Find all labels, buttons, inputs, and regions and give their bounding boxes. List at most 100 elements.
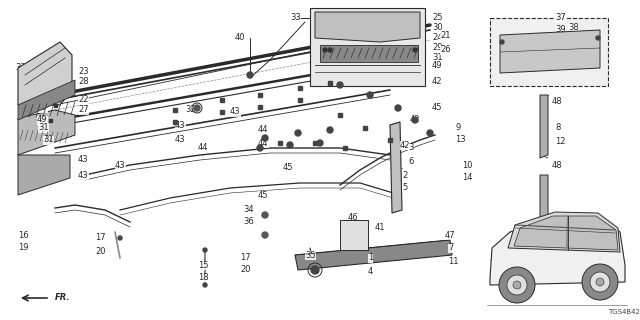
Text: 45: 45 <box>432 103 442 113</box>
Text: 43: 43 <box>78 171 88 180</box>
Text: 25: 25 <box>432 13 442 22</box>
Circle shape <box>118 236 122 240</box>
Text: 22: 22 <box>78 95 88 105</box>
Bar <box>388 138 392 142</box>
Text: 1: 1 <box>368 253 373 262</box>
Circle shape <box>499 267 535 303</box>
Text: 38: 38 <box>498 44 509 52</box>
Bar <box>220 110 224 114</box>
Text: 48: 48 <box>552 98 563 107</box>
Circle shape <box>596 36 600 40</box>
Text: 43: 43 <box>175 135 186 145</box>
Text: FR.: FR. <box>55 293 70 302</box>
Bar <box>328 81 332 85</box>
Text: 46: 46 <box>348 213 358 222</box>
Polygon shape <box>320 45 418 62</box>
Polygon shape <box>514 216 618 250</box>
Polygon shape <box>18 155 70 195</box>
Text: 5: 5 <box>402 183 407 193</box>
Bar <box>298 98 302 102</box>
Text: 26: 26 <box>440 45 451 54</box>
Circle shape <box>203 283 207 287</box>
Bar <box>343 146 347 150</box>
Circle shape <box>507 275 527 295</box>
Circle shape <box>395 105 401 111</box>
Circle shape <box>262 212 268 218</box>
Text: TGS4B4210: TGS4B4210 <box>608 309 640 315</box>
Text: 35: 35 <box>305 251 316 260</box>
Text: 20: 20 <box>95 247 106 257</box>
Text: 44: 44 <box>258 139 269 148</box>
Polygon shape <box>315 12 420 42</box>
Text: 31: 31 <box>432 53 443 62</box>
Text: 28: 28 <box>78 77 88 86</box>
Bar <box>173 120 177 124</box>
Bar <box>49 118 51 122</box>
Text: 44: 44 <box>258 125 269 134</box>
Circle shape <box>413 48 417 52</box>
Text: 37: 37 <box>555 13 566 22</box>
Text: 10: 10 <box>462 161 472 170</box>
Text: 41: 41 <box>375 223 385 233</box>
Circle shape <box>596 278 604 286</box>
Text: 2: 2 <box>402 171 407 180</box>
Bar <box>220 98 224 102</box>
Circle shape <box>257 145 263 151</box>
Text: 43: 43 <box>230 108 241 116</box>
Text: 31: 31 <box>38 124 49 132</box>
Bar <box>363 126 367 130</box>
Circle shape <box>327 127 333 133</box>
Polygon shape <box>18 42 72 105</box>
Text: 6: 6 <box>408 157 413 166</box>
Text: 17: 17 <box>240 253 251 262</box>
Text: 33: 33 <box>15 63 26 73</box>
Bar <box>313 141 317 145</box>
Circle shape <box>317 140 323 146</box>
Text: 49: 49 <box>432 60 442 69</box>
Polygon shape <box>500 30 600 73</box>
Bar <box>258 105 262 109</box>
Text: 4: 4 <box>368 268 373 276</box>
Text: 42: 42 <box>410 116 420 124</box>
Text: 9: 9 <box>455 124 460 132</box>
Bar <box>310 8 425 86</box>
Circle shape <box>412 117 418 123</box>
Bar <box>490 18 608 86</box>
Text: 21: 21 <box>440 30 451 39</box>
Text: 27: 27 <box>78 106 88 115</box>
Text: 44: 44 <box>198 143 209 153</box>
Circle shape <box>311 266 319 274</box>
Text: 45: 45 <box>283 164 294 172</box>
Text: 29: 29 <box>432 44 442 52</box>
Text: 18: 18 <box>198 274 209 283</box>
Circle shape <box>590 272 610 292</box>
Bar <box>340 220 368 250</box>
Text: 17: 17 <box>95 233 106 242</box>
Text: 39: 39 <box>555 26 566 35</box>
Text: 49: 49 <box>37 103 47 113</box>
Circle shape <box>203 248 207 252</box>
Text: 7: 7 <box>448 244 453 252</box>
Circle shape <box>262 135 268 141</box>
Circle shape <box>367 92 373 98</box>
Polygon shape <box>540 95 548 158</box>
Polygon shape <box>508 212 620 252</box>
Bar <box>258 93 262 97</box>
Text: 19: 19 <box>18 244 29 252</box>
Text: 40: 40 <box>235 34 246 43</box>
Circle shape <box>337 82 343 88</box>
Circle shape <box>582 264 618 300</box>
Text: 15: 15 <box>198 260 209 269</box>
Circle shape <box>262 232 268 238</box>
Text: 32: 32 <box>185 106 196 115</box>
Text: 43: 43 <box>78 156 88 164</box>
Text: 34: 34 <box>243 205 253 214</box>
Circle shape <box>323 48 327 52</box>
Text: 38: 38 <box>568 23 579 33</box>
Text: 3: 3 <box>408 143 413 153</box>
Text: 45: 45 <box>258 190 269 199</box>
Polygon shape <box>18 80 75 120</box>
Text: 47: 47 <box>445 230 456 239</box>
Bar <box>278 141 282 145</box>
Polygon shape <box>490 218 625 285</box>
